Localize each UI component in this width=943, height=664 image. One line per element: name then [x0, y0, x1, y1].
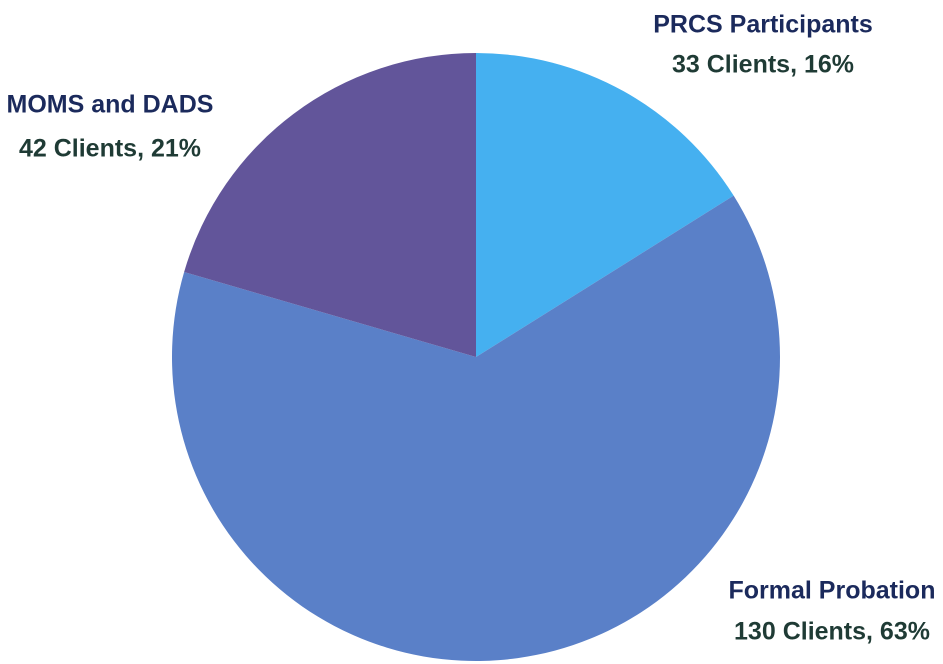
pie-slice	[476, 53, 734, 357]
slice-label: Formal Probation	[729, 577, 936, 605]
value-label: 42 Clients, 21%	[19, 135, 201, 163]
slice-label: MOMS and DADS	[7, 91, 214, 119]
value-label: 33 Clients, 16%	[672, 51, 854, 79]
pie-slice	[184, 53, 476, 357]
pie-slice	[172, 195, 780, 661]
slice-label: PRCS Participants	[653, 11, 873, 39]
value-label: 130 Clients, 63%	[734, 618, 930, 646]
